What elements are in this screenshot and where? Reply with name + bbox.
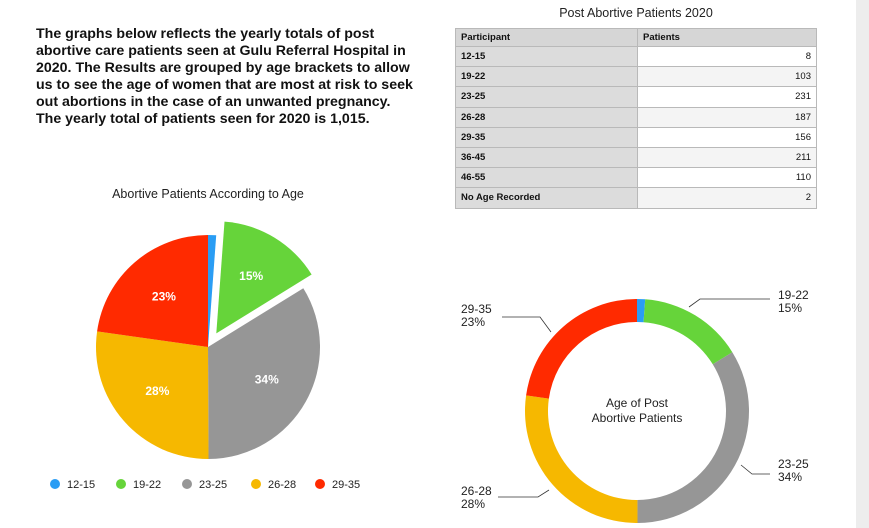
donut-center-text: Abortive Patients xyxy=(592,411,683,425)
legend-label: 12-15 xyxy=(67,479,95,491)
callout-leader-line xyxy=(740,464,770,475)
callout-percent-label: 23% xyxy=(461,315,485,329)
table-cell-patients: 8 xyxy=(637,45,817,68)
donut-segment-29-35 xyxy=(526,299,637,399)
table-header-row: Participant Patients xyxy=(455,28,817,47)
table-row: 23-25 231 xyxy=(455,86,817,108)
table-row: 29-35 156 xyxy=(455,126,817,148)
table-cell-participant: No Age Recorded xyxy=(455,187,638,209)
table-cell-patients: 2 xyxy=(637,187,817,209)
legend-item-29-35: 29-35 xyxy=(315,479,360,491)
intro-paragraph: The graphs below reflects the yearly tot… xyxy=(36,26,413,127)
column-header-patients: Patients xyxy=(637,28,817,47)
legend-label: 29-35 xyxy=(332,479,360,491)
legend-label: 26-28 xyxy=(268,479,296,491)
patients-table: Participant Patients 12-15 8 19-22 103 23-… xyxy=(455,28,817,209)
pie-slice-label-29-35: 23% xyxy=(152,289,176,303)
pie-slice-23-25 xyxy=(208,288,320,459)
pie-slice-19-22 xyxy=(216,221,312,334)
donut-segment-23-25 xyxy=(637,352,750,523)
legend-item-23-25: 23-25 xyxy=(182,479,227,491)
callout-category-label: 19-22 xyxy=(778,288,809,302)
pie-slice-label-19-22: 15% xyxy=(239,269,263,283)
window-edge-strip xyxy=(856,0,869,528)
donut-center-text: Age of Post xyxy=(606,396,669,410)
legend-swatch xyxy=(116,479,126,489)
pie-slice-label-26-28: 28% xyxy=(145,384,169,398)
callout-percent-label: 28% xyxy=(461,497,485,511)
table-row: 36-45 211 xyxy=(455,146,817,169)
legend-swatch xyxy=(251,479,261,489)
table-title: Post Abortive Patients 2020 xyxy=(559,6,713,20)
legend-item-19-22: 19-22 xyxy=(116,479,161,491)
callout-category-label: 29-35 xyxy=(461,302,492,316)
table-cell-participant: 26-28 xyxy=(455,106,638,128)
callout-leader-line xyxy=(498,489,550,498)
callout-leader-line xyxy=(688,298,770,308)
table-row: 19-22 103 xyxy=(455,66,817,88)
donut-segment-26-28 xyxy=(525,395,638,523)
legend-item-26-28: 26-28 xyxy=(251,479,296,491)
legend-swatch xyxy=(315,479,325,489)
table-row: 26-28 187 xyxy=(455,106,817,128)
age-pie-chart: Abortive Patients According to Age 15% 34%… xyxy=(50,187,360,491)
legend-swatch xyxy=(182,479,192,489)
table-cell-patients: 156 xyxy=(637,126,817,148)
pie-slice-label-23-25: 34% xyxy=(255,373,279,387)
callout-percent-label: 15% xyxy=(778,301,802,315)
table-cell-participant: 19-22 xyxy=(455,66,638,88)
callout-leader-line xyxy=(502,316,552,333)
table-cell-participant: 36-45 xyxy=(455,146,638,169)
table-row: 12-15 8 xyxy=(455,45,817,68)
callout-percent-label: 34% xyxy=(778,470,802,484)
table-cell-participant: 23-25 xyxy=(455,86,638,108)
callout-category-label: 23-25 xyxy=(778,457,809,471)
table-cell-participant: 12-15 xyxy=(455,45,638,68)
column-header-participant: Participant xyxy=(455,28,638,47)
donut-segment-19-22 xyxy=(643,299,733,365)
table-row: No Age Recorded 2 xyxy=(455,187,817,209)
table-cell-patients: 187 xyxy=(637,106,817,128)
legend-label: 19-22 xyxy=(133,479,161,491)
donut-segment-12-15 xyxy=(637,299,646,323)
callout-category-label: 26-28 xyxy=(461,484,492,498)
legend-swatch xyxy=(50,479,60,489)
pie-chart-title: Abortive Patients According to Age xyxy=(112,187,304,201)
table-cell-patients: 110 xyxy=(637,167,817,189)
pie-slice-26-28 xyxy=(96,331,209,459)
pie-slice-12-15 xyxy=(208,235,217,347)
table-cell-patients: 103 xyxy=(637,66,817,88)
legend-item-12-15: 12-15 xyxy=(50,479,95,491)
legend-label: 23-25 xyxy=(199,479,227,491)
pie-slice-29-35 xyxy=(97,235,208,347)
